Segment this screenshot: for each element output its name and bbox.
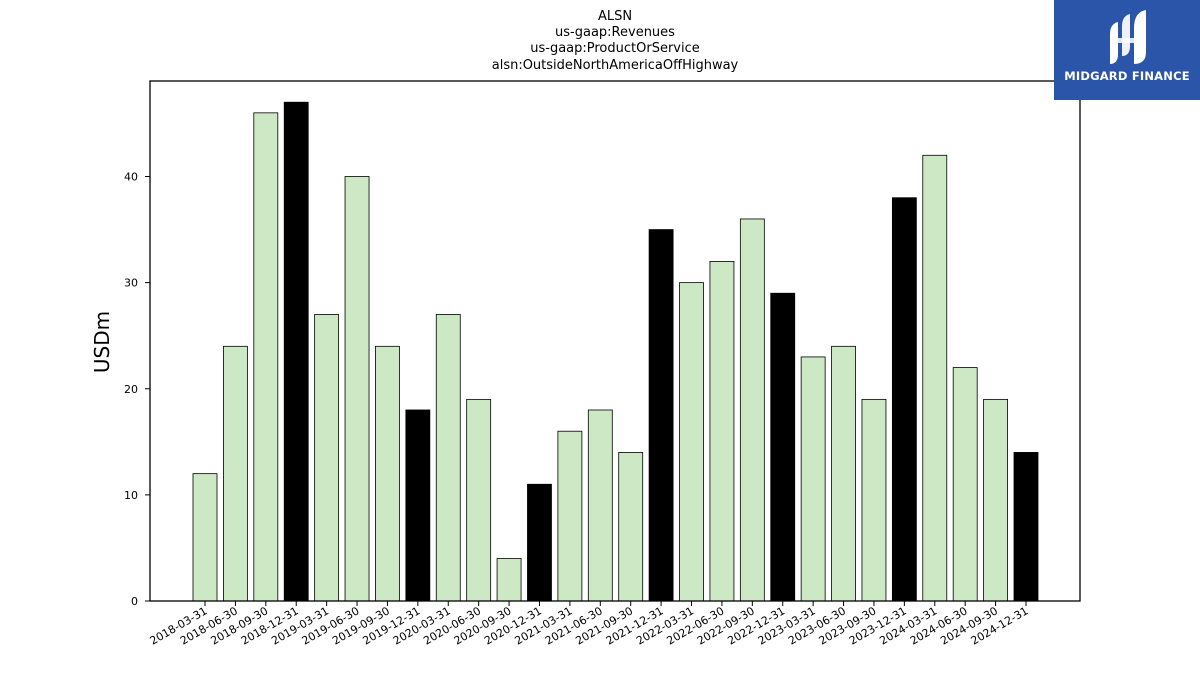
x-axis-ticks: 2018-03-312018-06-302018-09-302018-12-31… — [148, 601, 1031, 648]
bars — [192, 101, 1039, 602]
bar-2024-12-31 — [1013, 452, 1039, 602]
bar-2018-09-30 — [253, 112, 279, 602]
y-tick-label: 0 — [131, 595, 138, 608]
bar-2019-03-31 — [314, 314, 340, 602]
y-tick-label: 40 — [124, 171, 138, 184]
title-line-1: ALSN — [598, 9, 632, 24]
bar-2022-12-31 — [770, 292, 796, 602]
bar-2021-06-30 — [587, 409, 613, 602]
title-line-4: alsn:OutsideNorthAmericaOffHighway — [492, 58, 739, 73]
title-line-2: us-gaap:Revenues — [555, 25, 675, 40]
y-tick-label: 20 — [124, 383, 138, 396]
bar-2024-09-30 — [983, 398, 1008, 602]
bar-2023-03-31 — [800, 356, 826, 602]
logo-text: MIDGARD FINANCE — [1064, 69, 1190, 83]
bar-2022-09-30 — [739, 218, 765, 602]
bar-2020-09-30 — [496, 558, 522, 602]
bar-2022-03-31 — [679, 282, 704, 602]
bar-2018-06-30 — [223, 345, 248, 602]
bar-2021-09-30 — [618, 452, 644, 602]
bar-2024-03-31 — [922, 154, 948, 602]
bar-2023-09-30 — [861, 398, 887, 602]
bar-2020-12-31 — [527, 483, 552, 602]
title-line-3: us-gaap:ProductOrService — [530, 41, 700, 56]
bar-2023-06-30 — [831, 345, 856, 602]
midgard-finance-logo: MIDGARD FINANCE — [1054, 0, 1200, 100]
bar-2021-03-31 — [557, 430, 583, 602]
y-tick-label: 10 — [124, 489, 138, 502]
bar-2019-06-30 — [344, 176, 370, 602]
bar-2020-03-31 — [435, 314, 461, 602]
bar-2018-03-31 — [192, 473, 218, 602]
bar-2019-12-31 — [405, 409, 431, 602]
logo-mark-icon — [1110, 10, 1146, 64]
chart-title: ALSN us-gaap:Revenues us-gaap:ProductOrS… — [492, 9, 739, 73]
y-axis-label: USDm — [90, 311, 114, 373]
bar-2018-12-31 — [283, 101, 309, 602]
y-axis-ticks: 0 10 20 30 40 — [124, 171, 150, 608]
bar-2024-06-30 — [952, 367, 978, 602]
bar-2020-06-30 — [466, 398, 492, 602]
bar-2019-09-30 — [375, 345, 400, 602]
bar-2023-12-31 — [891, 197, 917, 602]
bar-2022-06-30 — [709, 261, 735, 602]
plot-frame — [149, 80, 1081, 602]
y-tick-label: 30 — [124, 277, 138, 290]
bar-2021-12-31 — [648, 229, 674, 602]
